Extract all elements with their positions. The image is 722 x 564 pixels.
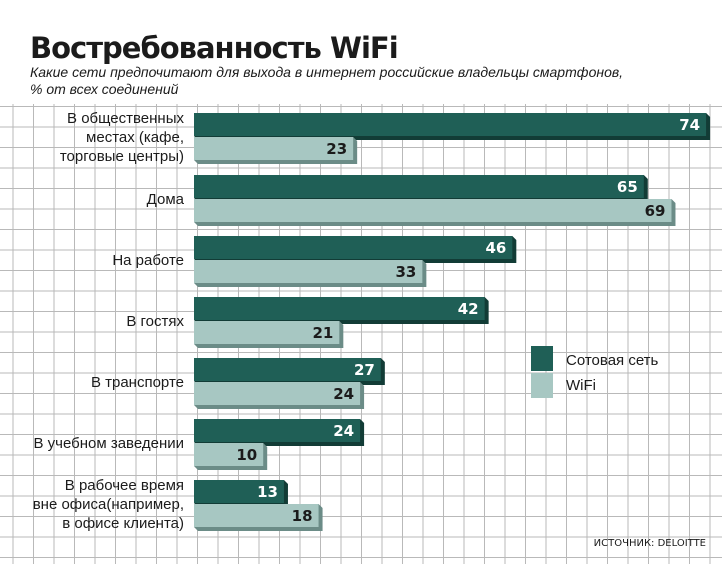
chart-subtitle-line-2: % от всех соединений <box>30 81 179 97</box>
chart-subtitle-line-1: Какие сети предпочитают для выхода в инт… <box>30 64 623 80</box>
category-label-line: В учебном заведении <box>33 435 184 452</box>
category-label: На работе <box>112 252 184 269</box>
bars: В общественных местах (кафе, торговые цент… <box>33 110 711 532</box>
category-label: В рабочее время вне офиса(например, в офис… <box>33 477 184 532</box>
bar-cellular <box>194 175 644 198</box>
data-label-cellular: 27 <box>354 361 375 379</box>
legend: Сотовая сеть WiFi <box>531 346 659 398</box>
data-label-wifi: 21 <box>312 324 333 342</box>
category-label: В гостях <box>126 313 184 330</box>
category-label: Дома <box>147 191 185 208</box>
source-note: ИСТОЧНИК: DELOITTE <box>594 538 706 549</box>
data-label-wifi: 18 <box>292 507 313 525</box>
legend-swatch-cellular <box>531 346 553 371</box>
bar-wifi <box>194 382 361 405</box>
category-label: В общественных местах (кафе, торговые цент… <box>60 110 185 165</box>
bar-cellular <box>194 480 284 503</box>
data-label-cellular: 46 <box>485 239 506 257</box>
data-label-cellular: 74 <box>679 116 700 134</box>
header-background <box>0 0 722 104</box>
bar-cellular <box>194 419 361 442</box>
data-label-wifi: 33 <box>395 263 416 281</box>
category-label-line: В общественных <box>67 110 184 127</box>
legend-label-cellular: Сотовая сеть <box>566 352 659 369</box>
legend-swatch-wifi <box>531 373 553 398</box>
category-label-line: в офисе клиента) <box>62 515 184 532</box>
bar-cellular <box>194 236 513 259</box>
bar-cellular <box>194 297 485 320</box>
data-label-cellular: 24 <box>333 422 354 440</box>
legend-label-wifi: WiFi <box>566 377 596 394</box>
data-label-cellular: 42 <box>458 300 479 318</box>
data-label-cellular: 13 <box>257 483 278 501</box>
bar-cellular <box>194 113 707 136</box>
category-label-line: В транспорте <box>91 374 184 391</box>
bar-wifi <box>194 504 319 527</box>
category-label-line: В гостях <box>126 313 184 330</box>
data-label-wifi: 23 <box>326 140 347 158</box>
bar-wifi <box>194 321 340 344</box>
category-label-line: На работе <box>112 252 184 269</box>
category-label: В транспорте <box>91 374 184 391</box>
category-label-line: В рабочее время <box>65 477 184 494</box>
category-label-line: торговые центры) <box>60 148 184 165</box>
data-label-wifi: 69 <box>645 202 666 220</box>
category-label-line: вне офиса(например, <box>33 496 184 513</box>
bar-wifi <box>194 443 264 466</box>
category-label-line: местах (кафе, <box>86 129 184 146</box>
bar-wifi <box>194 137 354 160</box>
bar-wifi <box>194 260 423 283</box>
bar-wifi <box>194 199 672 222</box>
category-label-line: Дома <box>147 191 185 208</box>
chart-title: Востребованность WiFi <box>30 31 398 65</box>
data-label-cellular: 65 <box>617 178 638 196</box>
data-label-wifi: 10 <box>236 446 257 464</box>
data-label-wifi: 24 <box>333 385 354 403</box>
category-label: В учебном заведении <box>33 435 184 452</box>
bar-cellular <box>194 358 381 381</box>
